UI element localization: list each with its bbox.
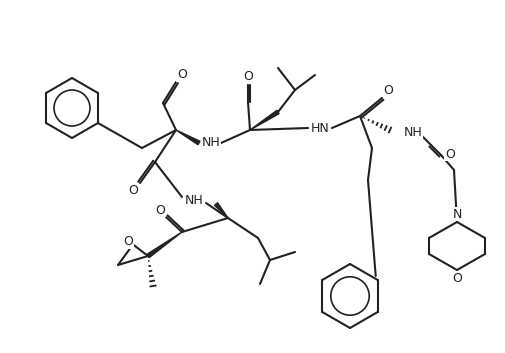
Text: O: O bbox=[128, 184, 138, 197]
Text: O: O bbox=[444, 148, 454, 161]
Text: NH: NH bbox=[201, 137, 220, 150]
Text: NH: NH bbox=[184, 193, 203, 207]
Text: O: O bbox=[155, 203, 165, 216]
Text: O: O bbox=[177, 68, 186, 82]
Text: O: O bbox=[242, 71, 252, 84]
Text: N: N bbox=[451, 208, 461, 221]
Text: O: O bbox=[123, 235, 133, 248]
Text: HN: HN bbox=[310, 121, 329, 134]
Polygon shape bbox=[176, 130, 199, 145]
Polygon shape bbox=[214, 203, 228, 218]
Text: O: O bbox=[451, 271, 461, 285]
Polygon shape bbox=[146, 232, 182, 258]
Text: NH: NH bbox=[403, 126, 422, 138]
Text: O: O bbox=[382, 84, 392, 96]
Polygon shape bbox=[249, 110, 279, 130]
